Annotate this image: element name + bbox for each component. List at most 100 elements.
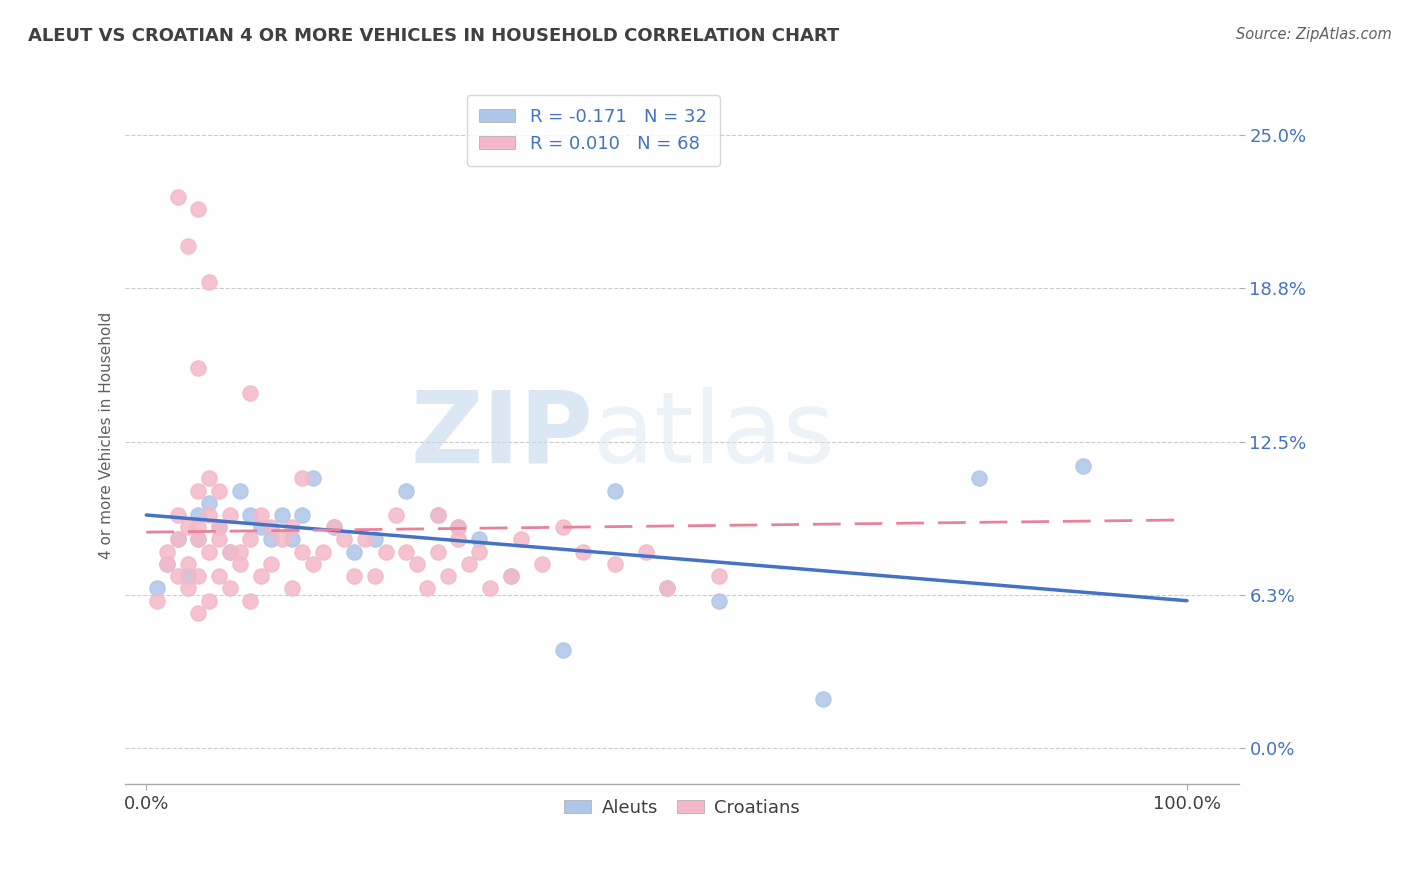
Point <box>468 545 491 559</box>
Point <box>426 508 449 522</box>
Point <box>166 533 188 547</box>
Point <box>291 508 314 522</box>
Point <box>208 520 231 534</box>
Point <box>374 545 396 559</box>
Point <box>530 557 553 571</box>
Point <box>509 533 531 547</box>
Point <box>208 569 231 583</box>
Point <box>187 606 209 620</box>
Point <box>187 508 209 522</box>
Point <box>187 533 209 547</box>
Point <box>249 520 271 534</box>
Point <box>572 545 595 559</box>
Y-axis label: 4 or more Vehicles in Household: 4 or more Vehicles in Household <box>100 312 114 559</box>
Point <box>270 533 292 547</box>
Point <box>166 533 188 547</box>
Point <box>197 508 219 522</box>
Point <box>343 545 366 559</box>
Point <box>260 520 283 534</box>
Point <box>655 582 678 596</box>
Point <box>437 569 460 583</box>
Point <box>811 691 834 706</box>
Point <box>218 582 240 596</box>
Point <box>405 557 427 571</box>
Point <box>156 557 179 571</box>
Point <box>447 520 470 534</box>
Point <box>239 593 262 607</box>
Point <box>655 582 678 596</box>
Point <box>197 275 219 289</box>
Point <box>603 483 626 498</box>
Point <box>156 557 179 571</box>
Point <box>551 642 574 657</box>
Point <box>197 471 219 485</box>
Point <box>166 569 188 583</box>
Point <box>301 557 323 571</box>
Point <box>177 557 200 571</box>
Point <box>270 508 292 522</box>
Point <box>364 569 387 583</box>
Point <box>218 545 240 559</box>
Point <box>343 569 366 583</box>
Point <box>707 593 730 607</box>
Point <box>499 569 522 583</box>
Point <box>166 189 188 203</box>
Point <box>177 238 200 252</box>
Point <box>416 582 439 596</box>
Point <box>218 545 240 559</box>
Point <box>967 471 990 485</box>
Point <box>187 361 209 376</box>
Point <box>187 202 209 216</box>
Point <box>1071 458 1094 473</box>
Point <box>187 569 209 583</box>
Point <box>197 545 219 559</box>
Point <box>301 471 323 485</box>
Point <box>468 533 491 547</box>
Point <box>208 533 231 547</box>
Point <box>322 520 344 534</box>
Text: ALEUT VS CROATIAN 4 OR MORE VEHICLES IN HOUSEHOLD CORRELATION CHART: ALEUT VS CROATIAN 4 OR MORE VEHICLES IN … <box>28 27 839 45</box>
Point <box>145 593 167 607</box>
Point <box>187 483 209 498</box>
Point <box>426 545 449 559</box>
Point <box>166 508 188 522</box>
Point <box>322 520 344 534</box>
Point <box>551 520 574 534</box>
Point <box>218 508 240 522</box>
Point <box>260 557 283 571</box>
Point <box>187 533 209 547</box>
Point <box>197 593 219 607</box>
Point <box>239 385 262 400</box>
Point <box>229 557 252 571</box>
Point <box>447 520 470 534</box>
Point <box>260 533 283 547</box>
Point <box>281 533 304 547</box>
Point <box>478 582 501 596</box>
Point <box>281 520 304 534</box>
Point <box>229 545 252 559</box>
Point <box>239 508 262 522</box>
Point <box>353 533 375 547</box>
Point <box>499 569 522 583</box>
Point <box>156 545 179 559</box>
Point <box>707 569 730 583</box>
Text: Source: ZipAtlas.com: Source: ZipAtlas.com <box>1236 27 1392 42</box>
Point <box>249 508 271 522</box>
Point <box>229 483 252 498</box>
Point <box>634 545 657 559</box>
Point <box>208 483 231 498</box>
Point <box>312 545 335 559</box>
Point <box>177 520 200 534</box>
Point <box>208 520 231 534</box>
Point <box>395 483 418 498</box>
Point <box>187 520 209 534</box>
Point <box>457 557 479 571</box>
Legend: Aleuts, Croatians: Aleuts, Croatians <box>557 792 807 824</box>
Point <box>145 582 167 596</box>
Point <box>239 533 262 547</box>
Point <box>447 533 470 547</box>
Point <box>249 569 271 583</box>
Point <box>177 582 200 596</box>
Point <box>197 496 219 510</box>
Point <box>281 582 304 596</box>
